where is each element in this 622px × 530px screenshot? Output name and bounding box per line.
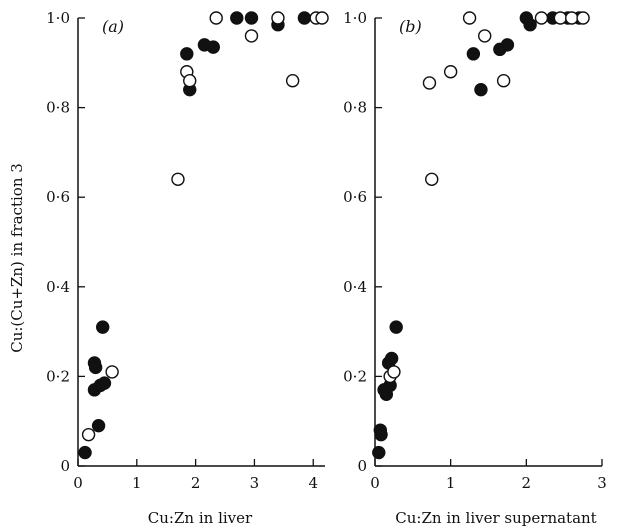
panel-a-open-point [183,74,197,88]
panel-a-filled-point [230,11,244,25]
panel-b-y-tick-label: 0·2 [343,367,367,385]
panel-a-filled-point [91,418,106,433]
panel-a-y-tick-label: 0·8 [46,99,70,117]
panel-b-x-tick-label: 3 [597,474,607,492]
panel-a-y-tick-label: 1·0 [46,9,70,27]
y-axis-title: Cu:(Cu+Zn) in fraction 3 [8,163,26,353]
panel-b-y-tick-label: 0·6 [343,188,367,206]
panel-a-filled-point [88,360,103,375]
panel-b-open-point [422,76,437,90]
panel-a-open-point [81,427,96,442]
panel-a-filled-point [97,376,112,390]
panel-a-x-tick-label: 0 [73,474,83,492]
panel-b-y-tick-label: 0 [357,457,367,475]
panel-a-open-point [244,29,259,43]
panel-b-filled-point [384,351,399,366]
panel-b-x-tick-label: 1 [446,474,456,492]
panel-b-filled-point [466,47,481,61]
panel-a-x-axis-title: Cu:Zn in liver [148,509,253,527]
panel-b-x-tick-label: 0 [370,474,380,492]
panel-b-open-point [478,29,492,43]
panel-a-filled-point [206,40,220,54]
panel-a-x-tick-label: 1 [132,474,142,492]
panel-b-open-point [553,11,568,25]
panel-b-filled-point [474,82,488,97]
panel-a-filled-point [180,47,194,61]
panel-b-open-point [443,65,458,79]
panel-b-x-axis-title: Cu:Zn in liver supernatant [395,509,596,527]
panel-a-open-point [285,74,300,88]
panel-a-filled-point [297,11,312,25]
panel-a-filled-point [244,11,259,25]
panel-a-open-point [209,11,223,25]
panel-b-open-point [496,74,511,88]
panel-b-filled-point [389,320,403,334]
panel-a: 0 0·2 0·4 0·6 0·8 1·0 0 1 2 3 4 (a) [46,9,329,492]
panel-a-y-tick-label: 0·4 [46,278,70,296]
panel-b-filled-point [500,38,515,52]
panel-a-label: (a) [102,17,124,36]
panel-b-open-point [425,172,439,186]
panel-a-filled-point [78,445,92,460]
panel-a-x-tick-label: 4 [308,474,318,492]
panel-a-x-tick-label: 3 [250,474,260,492]
panel-b-x-tick-label: 2 [522,474,532,492]
panel-b-filled-point [523,18,537,32]
panel-a-open-point [271,11,285,25]
panel-b-open-point [387,365,401,379]
panel-b-y-tick-label: 0·4 [343,278,367,296]
panel-b-open-point [565,11,579,25]
panel-b-label: (b) [399,17,422,36]
panel-a-filled-point [95,320,110,334]
panel-b-filled-point [374,427,388,442]
panel-a-open-point [105,365,119,379]
panel-b-open-point [462,11,477,25]
panel-a-open-point [315,11,329,25]
panel-a-y-tick-label: 0·6 [46,188,70,206]
panel-b-open-point [534,11,549,25]
panel-b-y-tick-label: 1·0 [343,9,367,27]
panel-a-y-tick-label: 0 [60,457,70,475]
panel-a-x-tick-label: 2 [191,474,201,492]
panel-b-filled-point [372,445,386,460]
panel-a-y-tick-label: 0·2 [46,367,70,385]
panel-a-open-point [171,172,185,186]
panel-b-y-tick-label: 0·8 [343,99,367,117]
panel-b-open-point [576,11,590,25]
panel-b: 0 0·2 0·4 0·6 0·8 1·0 0 1 2 3 (b) [343,9,607,492]
